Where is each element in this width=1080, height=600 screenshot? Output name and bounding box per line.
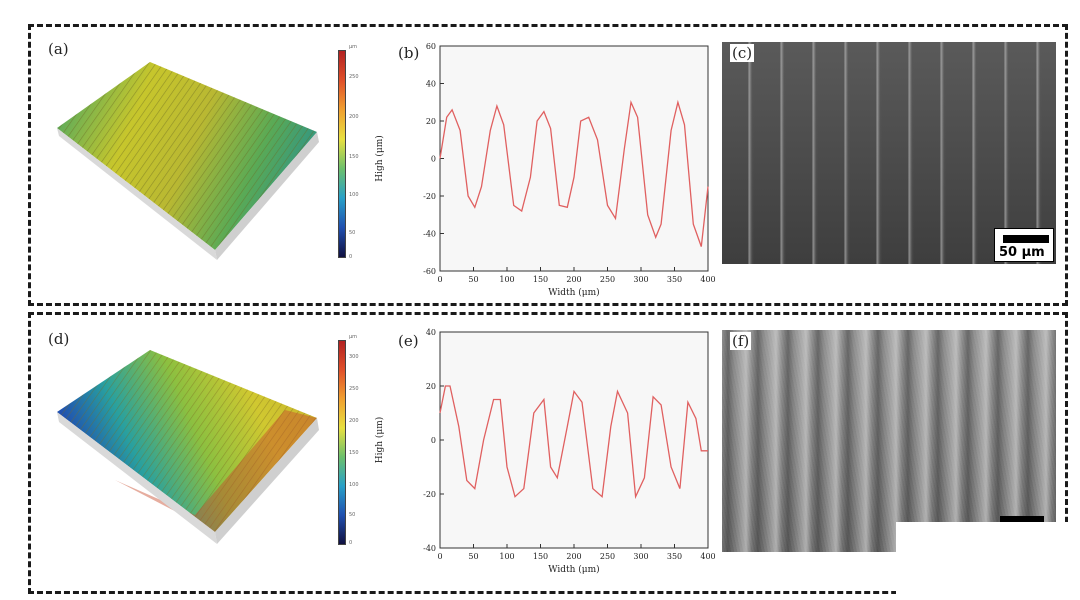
y-tick-label: -40 xyxy=(423,230,436,239)
y-tick-label: 40 xyxy=(426,80,436,89)
x-tick-label: 400 xyxy=(700,552,715,561)
sem-image-c: 50 μm xyxy=(722,42,1056,264)
colorbar-tick: 50 xyxy=(349,512,356,518)
y-tick-label: -40 xyxy=(423,544,436,553)
colorbar-d xyxy=(338,340,346,545)
colorbar-a-ticks: μm 250 200 150 100 50 0 xyxy=(349,44,369,260)
x-tick-label: 150 xyxy=(533,552,548,561)
colorbar-unit: μm xyxy=(349,44,358,50)
panel-label-a: (a) xyxy=(48,40,69,58)
panel-label-e: (e) xyxy=(398,332,419,350)
y-tick-label: 60 xyxy=(426,42,436,51)
colorbar-tick: 0 xyxy=(349,254,353,260)
scale-bar-line xyxy=(1003,235,1049,243)
panel-label-d: (d) xyxy=(48,330,70,348)
x-tick-label: 400 xyxy=(700,275,715,284)
colorbar-tick: 50 xyxy=(349,230,356,236)
y-tick-label: 20 xyxy=(426,382,436,391)
x-axis-label: Width (μm) xyxy=(548,287,599,298)
y-tick-label: -20 xyxy=(423,192,436,201)
colorbar-tick: 100 xyxy=(349,192,359,198)
surface-3d-plot-d xyxy=(57,350,319,544)
x-tick-label: 100 xyxy=(499,552,514,561)
figure-row-2-frame xyxy=(28,312,1068,594)
x-tick-label: 300 xyxy=(633,552,648,561)
plot-area xyxy=(439,331,709,549)
colorbar-a xyxy=(338,50,346,258)
colorbar-tick: 200 xyxy=(349,114,359,120)
scale-bar-label: 50 μm xyxy=(999,245,1045,260)
x-tick-label: 300 xyxy=(633,275,648,284)
x-tick-label: 200 xyxy=(566,552,581,561)
profile-line xyxy=(439,385,708,500)
y-tick-label: -60 xyxy=(423,267,436,276)
profile-chart-b: 0 50 100 150 200 250 300 350 400 -60 -40 -20 0 20 40 60… xyxy=(374,42,716,298)
x-tick-label: 250 xyxy=(600,552,615,561)
profile-chart-e: 0 50 100 150 200 250 300 350 400 -40 -20 0 20 40 Width… xyxy=(374,328,716,575)
x-tick-label: 150 xyxy=(533,275,548,284)
y-axis-label: High (μm) xyxy=(374,135,385,182)
surface-3d-plot-a xyxy=(57,62,319,260)
colorbar-unit: μm xyxy=(349,334,358,340)
colorbar-tick: 100 xyxy=(349,482,359,488)
colorbar-tick: 0 xyxy=(349,540,353,546)
x-tick-label: 0 xyxy=(437,275,442,284)
scale-bar-line xyxy=(1000,516,1044,522)
x-tick-label: 0 xyxy=(437,552,442,561)
y-tick-label: 40 xyxy=(426,328,436,337)
colorbar-tick: 250 xyxy=(349,74,359,80)
y-tick-label: -20 xyxy=(423,490,436,499)
panel-label-b: (b) xyxy=(398,44,420,62)
x-tick-label: 50 xyxy=(468,552,478,561)
colorbar-tick: 200 xyxy=(349,418,359,424)
x-tick-label: 200 xyxy=(566,275,581,284)
scale-bar: 50 μm xyxy=(994,228,1054,262)
image-cover xyxy=(896,522,1080,600)
x-axis-label: Width (μm) xyxy=(548,564,599,575)
y-axis-label: High (μm) xyxy=(374,417,385,464)
x-tick-label: 350 xyxy=(667,275,682,284)
panel-label-f: (f) xyxy=(730,332,752,350)
colorbar-tick: 250 xyxy=(349,386,359,392)
colorbar-tick: 150 xyxy=(349,450,359,456)
y-tick-label: 0 xyxy=(431,436,436,445)
y-tick-label: 0 xyxy=(431,155,436,164)
sem-image-f xyxy=(722,330,1056,552)
colorbar-tick: 300 xyxy=(349,354,359,360)
x-tick-label: 50 xyxy=(468,275,478,284)
panel-label-c: (c) xyxy=(730,44,755,62)
profile-line xyxy=(439,99,709,247)
figure-row-1-frame xyxy=(28,24,1068,306)
colorbar-tick: 150 xyxy=(349,154,359,160)
y-tick-label: 20 xyxy=(426,117,436,126)
colorbar-d-ticks: μm 300 250 200 150 100 50 0 xyxy=(349,334,369,548)
x-tick-label: 350 xyxy=(667,552,682,561)
x-tick-label: 250 xyxy=(600,275,615,284)
x-tick-label: 100 xyxy=(499,275,514,284)
